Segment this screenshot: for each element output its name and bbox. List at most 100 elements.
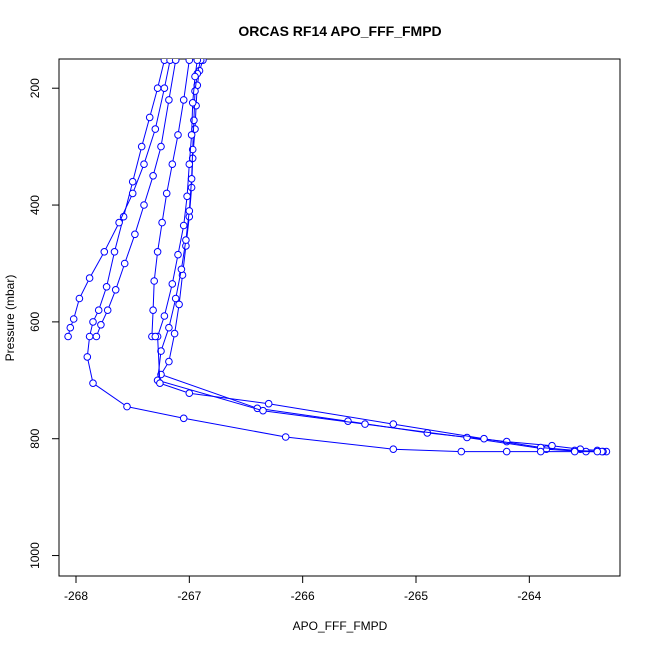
data-point bbox=[259, 406, 267, 415]
x-tick-label: -268 bbox=[64, 589, 88, 603]
data-point bbox=[188, 99, 197, 107]
chart-title: ORCAS RF14 APO_FFF_FMPD bbox=[238, 23, 441, 39]
data-point bbox=[165, 357, 173, 366]
data-point bbox=[123, 402, 131, 411]
data-point bbox=[165, 96, 173, 104]
x-tick-label: -267 bbox=[177, 589, 201, 603]
data-point bbox=[140, 201, 148, 209]
data-point bbox=[150, 277, 158, 285]
data-point bbox=[158, 218, 166, 227]
data-point bbox=[128, 177, 137, 186]
data-point bbox=[115, 218, 123, 227]
data-point bbox=[85, 332, 94, 341]
x-axis: -268 -267 -266 -265 -264 bbox=[64, 576, 542, 603]
data-point bbox=[536, 447, 545, 456]
data-point bbox=[179, 96, 188, 104]
data-point bbox=[94, 306, 103, 315]
data-point bbox=[281, 433, 290, 441]
series-line-4 bbox=[86, 60, 598, 453]
data-point bbox=[157, 347, 165, 355]
data-point bbox=[111, 286, 120, 294]
data-point bbox=[183, 192, 191, 201]
data-point bbox=[175, 300, 183, 309]
data-point bbox=[140, 160, 148, 168]
data-point bbox=[171, 294, 180, 303]
data-point bbox=[389, 445, 398, 454]
data-point bbox=[145, 113, 154, 122]
y-tick-label: 1000 bbox=[28, 542, 42, 569]
data-point bbox=[89, 318, 97, 326]
data-point bbox=[149, 172, 157, 180]
series-group bbox=[64, 59, 611, 456]
data-point bbox=[128, 189, 137, 198]
data-point bbox=[168, 280, 177, 288]
data-point bbox=[193, 59, 202, 64]
data-point bbox=[153, 84, 162, 92]
x-axis-label: APO_FFF_FMPD bbox=[293, 619, 388, 633]
data-point bbox=[480, 434, 488, 443]
data-point bbox=[160, 84, 169, 92]
data-point bbox=[548, 441, 556, 450]
data-point bbox=[457, 447, 466, 456]
data-point bbox=[137, 142, 146, 151]
data-point bbox=[264, 399, 273, 408]
data-point bbox=[110, 248, 119, 256]
data-point bbox=[97, 321, 105, 329]
data-point bbox=[185, 389, 194, 398]
y-tick-label: 600 bbox=[28, 312, 42, 332]
x-tick-label: -264 bbox=[517, 589, 541, 603]
x-tick-label: -265 bbox=[404, 589, 428, 603]
y-tick-label: 800 bbox=[28, 428, 42, 448]
data-point bbox=[174, 131, 182, 139]
data-point bbox=[191, 72, 199, 81]
data-point bbox=[170, 329, 179, 338]
x-tick-label: -266 bbox=[291, 589, 315, 603]
data-point bbox=[75, 294, 84, 303]
data-point bbox=[593, 447, 602, 456]
data-point bbox=[160, 312, 169, 320]
data-point bbox=[502, 447, 511, 456]
data-point bbox=[185, 59, 194, 64]
data-point bbox=[179, 221, 188, 230]
data-point bbox=[149, 306, 157, 315]
data-point bbox=[361, 420, 369, 428]
data-point bbox=[120, 259, 129, 268]
data-point bbox=[179, 414, 188, 423]
plot-frame bbox=[58, 58, 621, 577]
data-point bbox=[85, 274, 94, 282]
data-point bbox=[174, 250, 182, 259]
data-point bbox=[92, 332, 101, 341]
y-tick-label: 200 bbox=[28, 78, 42, 98]
data-point bbox=[64, 332, 72, 341]
data-point bbox=[151, 332, 160, 341]
data-point bbox=[185, 207, 194, 215]
y-axis: 200 400 600 800 1000 bbox=[28, 78, 59, 569]
plot-area bbox=[64, 59, 611, 456]
data-point bbox=[185, 160, 194, 168]
data-point bbox=[157, 142, 165, 151]
data-point bbox=[153, 248, 162, 256]
data-point bbox=[165, 323, 173, 332]
data-point bbox=[162, 189, 171, 198]
data-point bbox=[89, 379, 97, 388]
data-point bbox=[66, 323, 75, 332]
data-point bbox=[187, 131, 196, 139]
data-point bbox=[389, 420, 398, 428]
data-point bbox=[103, 306, 112, 315]
data-point bbox=[83, 353, 92, 361]
y-axis-label: Pressure (mbar) bbox=[3, 275, 17, 362]
data-point bbox=[191, 87, 199, 95]
data-point bbox=[100, 248, 109, 256]
data-point bbox=[69, 315, 78, 323]
data-point bbox=[131, 230, 139, 239]
data-point bbox=[168, 160, 177, 168]
y-tick-label: 400 bbox=[28, 195, 42, 215]
data-point bbox=[156, 379, 164, 388]
data-point bbox=[182, 236, 190, 244]
data-point bbox=[177, 265, 186, 274]
data-point bbox=[187, 175, 196, 183]
data-point bbox=[102, 283, 111, 291]
data-point bbox=[570, 447, 579, 456]
